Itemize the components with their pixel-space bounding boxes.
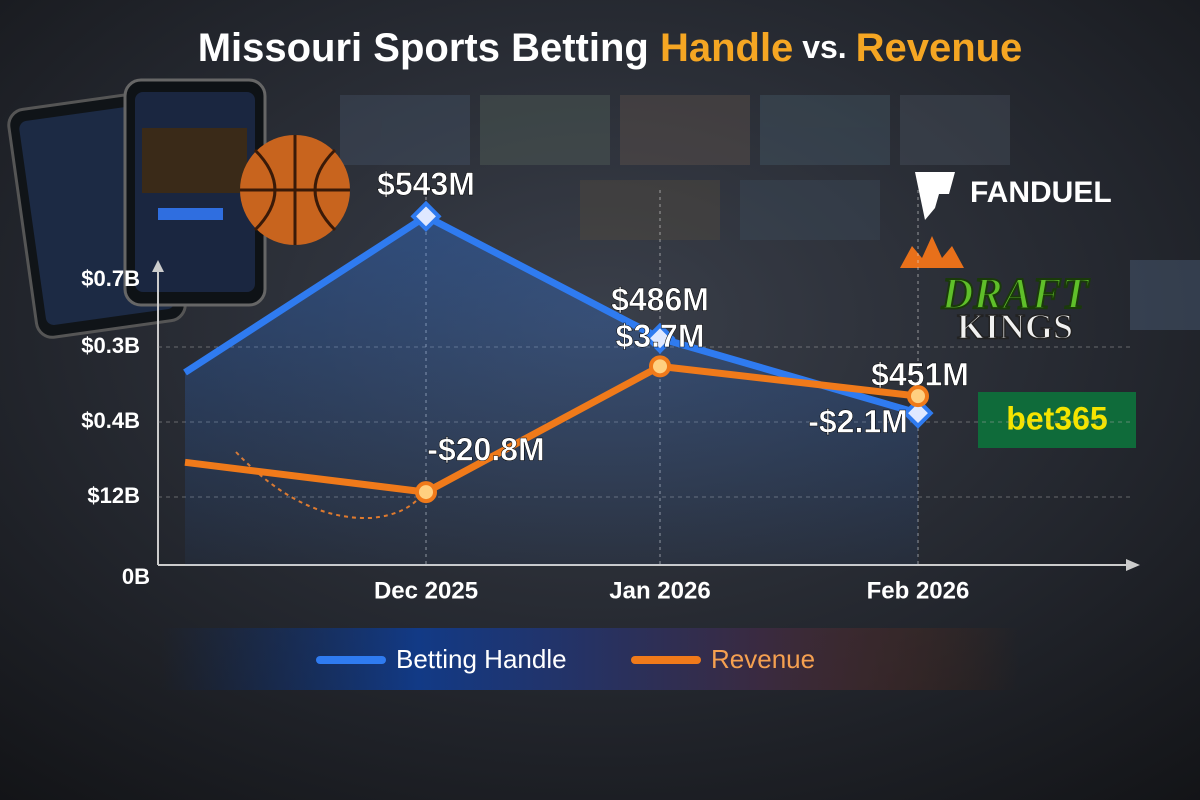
y-axis-label: 0B [122,564,150,589]
marker [902,397,934,429]
phone-illustration [7,78,267,339]
data-label: -$2.1M [808,404,908,440]
handle-area [185,216,918,565]
fanduel-shield [915,172,955,220]
data-label: $486M [611,282,709,318]
data-label: -$20.8M [427,432,544,468]
data-label: $543M [377,166,475,202]
y-axis-label: $0.3B [81,333,140,358]
title-part: vs. [793,29,855,65]
legend-label: Revenue [711,644,815,674]
logo-text: bet365 [1006,400,1107,436]
y-axis-label: $0.7B [81,266,140,291]
draftkings-crown [900,236,964,268]
marker [410,200,442,232]
logo-text: FANDUEL [970,176,1112,209]
logo-text: DRAFT [941,269,1091,318]
marker [907,385,929,408]
bet365-box [978,392,1136,448]
title-part: Missouri Sports Betting [198,26,660,70]
title-part: Handle [660,26,793,70]
x-tick-label: Feb 2026 [867,577,970,604]
background-screens [340,95,1200,330]
marker [415,481,437,504]
legend-background [160,628,1020,690]
marker [644,322,676,354]
y-axis-arrow [152,260,164,272]
basketball-lines [240,135,350,245]
data-label: $3.7M [616,318,705,354]
x-axis-arrow [1126,559,1140,571]
x-tick-label: Dec 2025 [374,577,478,604]
x-tick-label: Jan 2026 [609,577,710,604]
y-axis-label: $12B [87,483,140,508]
y-axis-label: $0.4B [81,408,140,433]
title-part: Revenue [856,26,1023,70]
marker [649,355,671,378]
logo-text: KINGS [957,306,1073,346]
chart-title: Missouri Sports Betting Handle vs. Reven… [198,26,1023,70]
series-line [183,212,919,417]
series-line [184,362,919,496]
legend-label: Betting Handle [396,644,567,674]
